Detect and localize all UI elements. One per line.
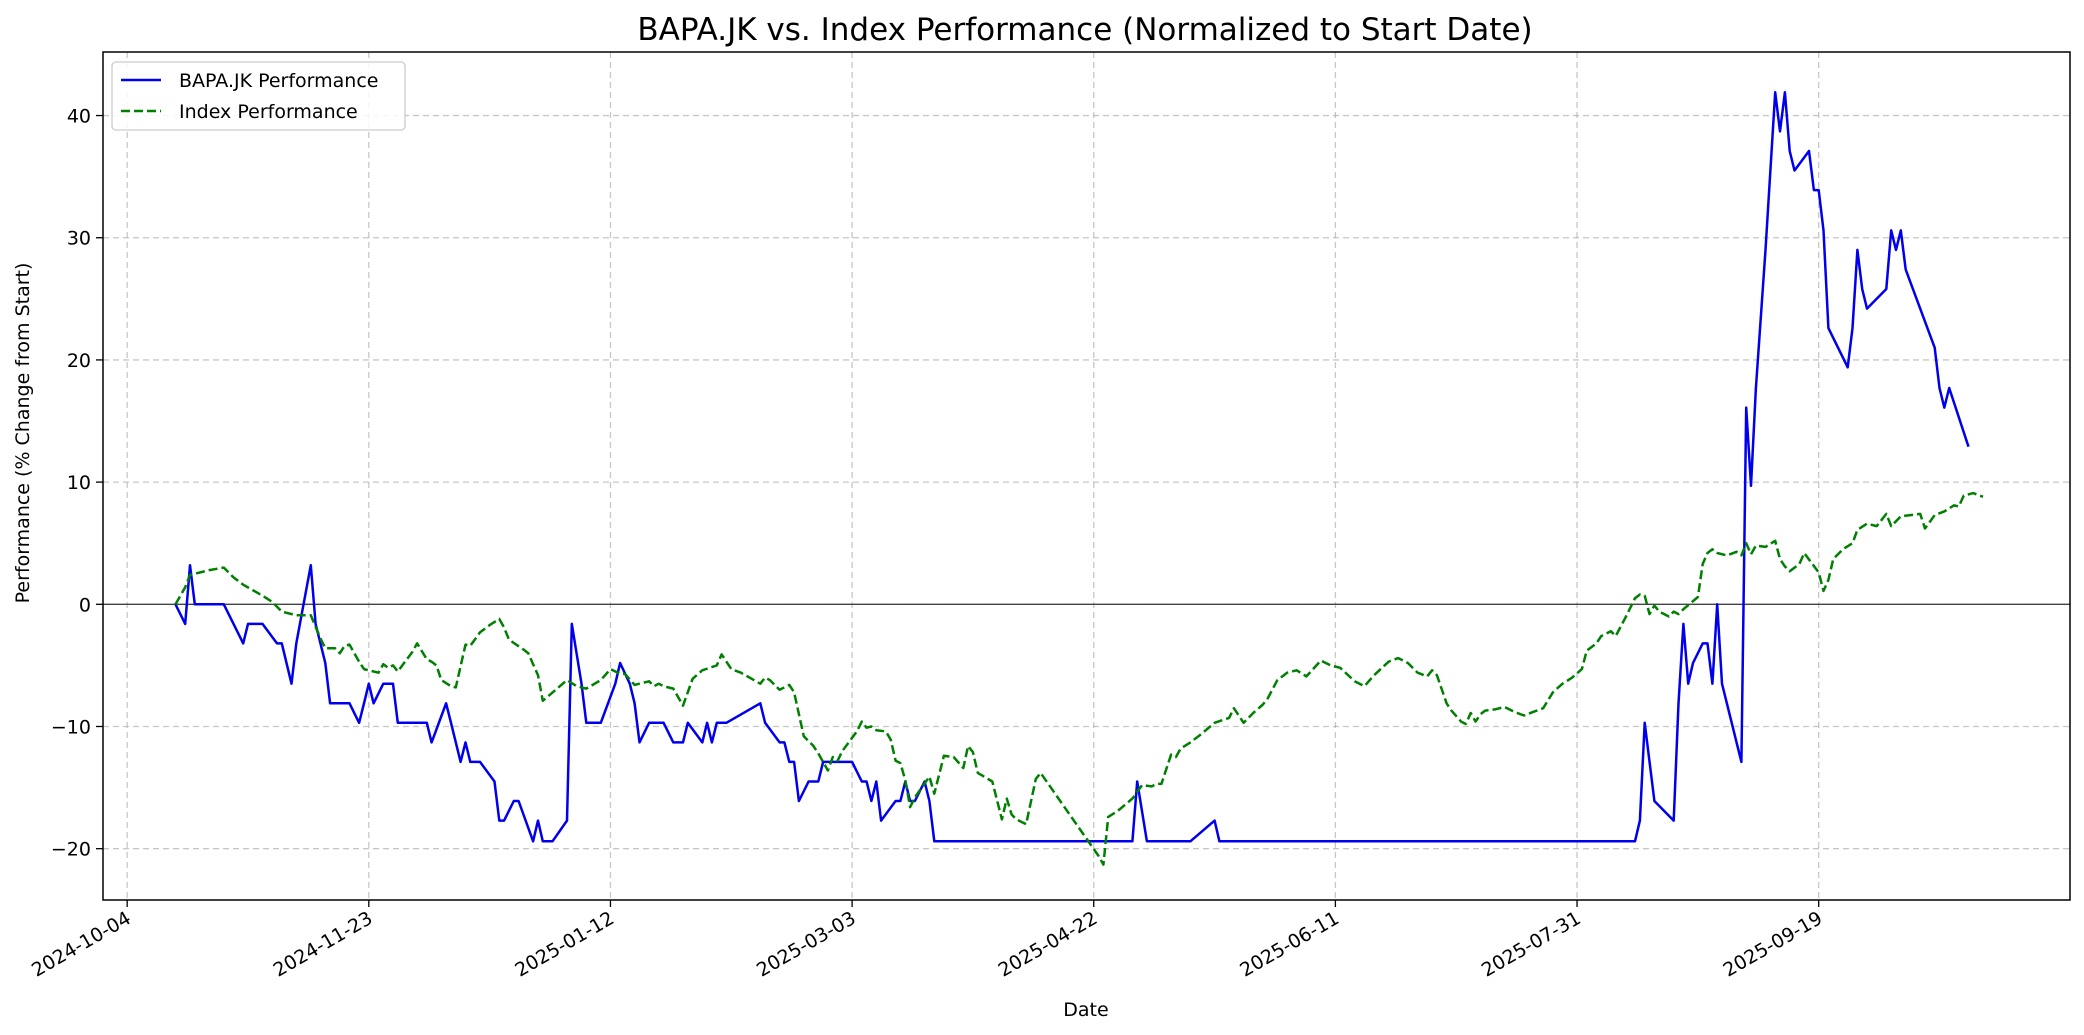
legend-label-bapa: BAPA.JK Performance: [179, 70, 378, 92]
x-tick-label: 2024-11-23: [270, 907, 377, 981]
y-tick-label: 30: [67, 228, 91, 250]
legend-box: [111, 61, 406, 131]
y-axis-ticks: −20 −10 0 10 20 30 40: [51, 106, 103, 861]
grid-lines: [103, 52, 2070, 900]
y-tick-label: 40: [67, 106, 91, 128]
y-axis-label: Performance (% Change from Start): [12, 263, 34, 604]
bapa-performance-line: [174, 91, 1970, 843]
plot-area-frame: [102, 51, 2071, 901]
x-tick-label: 2025-06-11: [1236, 907, 1343, 981]
y-tick-label: 20: [67, 350, 91, 372]
index-performance-line: [174, 491, 1984, 866]
x-tick-label: 2025-03-03: [753, 907, 860, 981]
legend: BAPA.JK Performance Index Performance: [111, 61, 406, 131]
x-tick-label: 2025-01-12: [511, 907, 618, 981]
y-tick-label: −10: [51, 716, 91, 738]
x-axis-ticks: 2024-10-04 2024-11-23 2025-01-12 2025-03-03…: [28, 900, 1826, 982]
y-tick-label: 0: [79, 594, 91, 616]
x-tick-label: 2024-10-04: [28, 907, 135, 981]
x-tick-label: 2025-09-19: [1720, 907, 1827, 981]
y-tick-label: 10: [67, 472, 91, 494]
x-tick-label: 2025-04-22: [995, 907, 1102, 981]
series-lines: [174, 91, 1984, 866]
x-tick-label: 2025-07-31: [1478, 907, 1585, 981]
y-tick-label: −20: [51, 839, 91, 861]
chart-title: BAPA.JK vs. Index Performance (Normalize…: [637, 12, 1532, 48]
x-axis-label: Date: [1063, 999, 1108, 1021]
legend-label-index: Index Performance: [179, 101, 358, 123]
